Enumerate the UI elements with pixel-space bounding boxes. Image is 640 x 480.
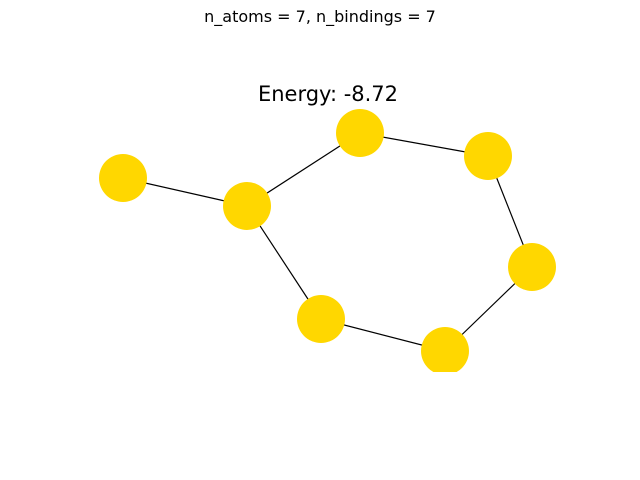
atom-node-right (508, 243, 556, 291)
atom-node-left-center (223, 182, 271, 230)
atom-node-bottom-middle (297, 295, 345, 343)
atom-node-left (99, 154, 147, 202)
atom-node-top-right (464, 132, 512, 180)
nodes-layer (99, 109, 556, 372)
atom-node-top-middle (336, 109, 384, 157)
atom-node-bottom-right (421, 327, 469, 372)
plot-title: Energy: -8.72 (257, 82, 399, 106)
figure-suptitle: n_atoms = 7, n_bindings = 7 (204, 7, 436, 26)
